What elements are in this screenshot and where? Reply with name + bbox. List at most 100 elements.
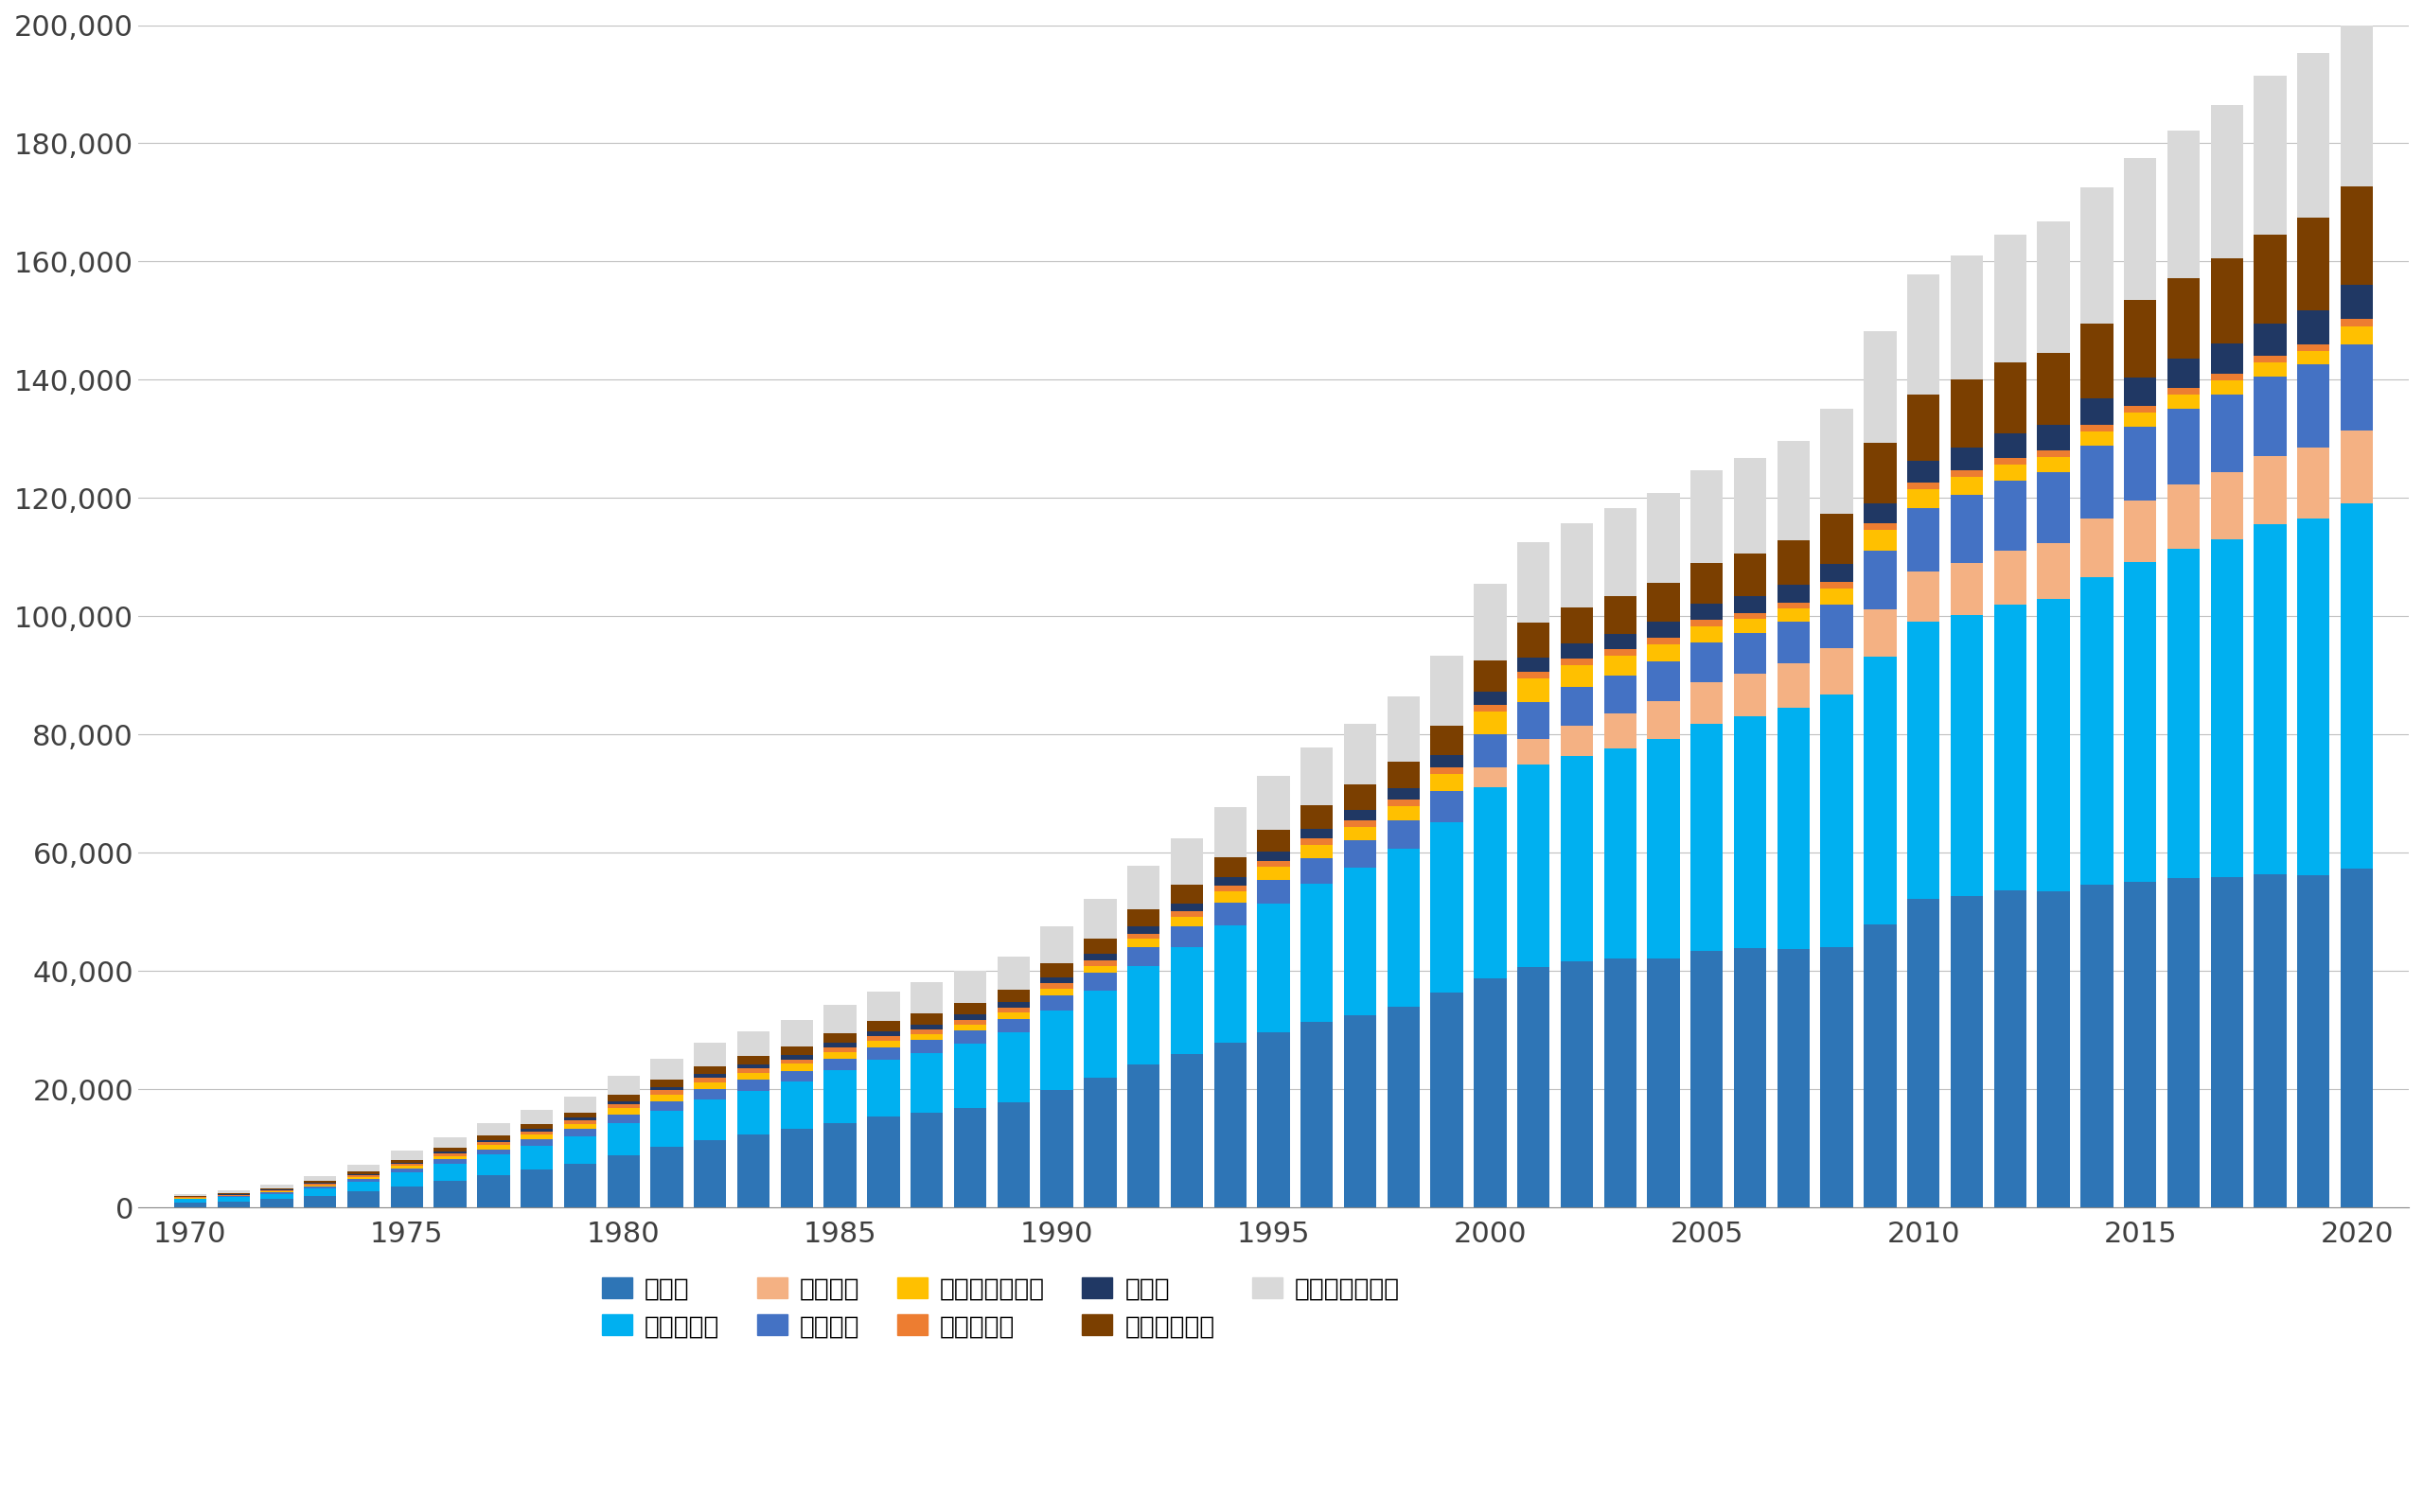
Bar — [2297, 448, 2331, 519]
Bar — [1907, 621, 1941, 898]
Bar — [998, 1009, 1030, 1013]
Bar — [2166, 395, 2200, 410]
Bar — [477, 1142, 509, 1145]
Bar — [2125, 500, 2156, 562]
Bar — [1301, 747, 1333, 804]
Bar — [1907, 898, 1941, 1208]
Bar — [1170, 947, 1204, 1054]
Bar — [955, 1108, 986, 1208]
Bar — [174, 1193, 206, 1196]
Bar — [346, 1181, 380, 1191]
Bar — [2166, 410, 2200, 484]
Bar — [1951, 897, 1982, 1208]
Bar — [565, 1129, 596, 1137]
Bar — [867, 1021, 899, 1031]
Bar — [1388, 848, 1420, 1007]
Bar — [521, 1129, 552, 1131]
Bar — [521, 1123, 552, 1129]
Bar — [911, 1013, 943, 1024]
Bar — [1473, 712, 1507, 733]
Bar — [1604, 748, 1636, 959]
Bar — [1994, 363, 2026, 434]
Bar — [1994, 434, 2026, 458]
Bar — [1127, 1064, 1161, 1208]
Bar — [1560, 756, 1592, 962]
Bar — [434, 1181, 465, 1208]
Bar — [867, 1040, 899, 1048]
Bar — [1648, 700, 1679, 739]
Bar — [477, 1175, 509, 1208]
Bar — [2210, 373, 2244, 381]
Bar — [2210, 381, 2244, 395]
Bar — [2081, 398, 2113, 425]
Bar — [2341, 503, 2372, 869]
Bar — [1214, 892, 1245, 903]
Bar — [1388, 1007, 1420, 1208]
Bar — [390, 1185, 424, 1208]
Bar — [1430, 656, 1463, 726]
Bar — [955, 971, 986, 1002]
Bar — [1951, 380, 1982, 448]
Bar — [1907, 461, 1941, 482]
Bar — [434, 1155, 465, 1160]
Bar — [737, 1064, 771, 1069]
Bar — [2210, 395, 2244, 472]
Bar — [303, 1184, 337, 1185]
Bar — [1127, 909, 1161, 925]
Bar — [2297, 364, 2331, 448]
Bar — [737, 1069, 771, 1074]
Bar — [1170, 838, 1204, 885]
Bar — [824, 1052, 855, 1058]
Bar — [1388, 762, 1420, 788]
Bar — [477, 1145, 509, 1149]
Bar — [1604, 714, 1636, 748]
Bar — [1127, 947, 1161, 966]
Bar — [1083, 954, 1117, 960]
Bar — [1863, 925, 1897, 1208]
Bar — [1648, 959, 1679, 1208]
Bar — [1301, 804, 1333, 829]
Bar — [521, 1110, 552, 1123]
Bar — [1258, 904, 1289, 1033]
Bar — [1258, 830, 1289, 851]
Bar — [998, 990, 1030, 1002]
Bar — [1039, 927, 1073, 963]
Bar — [2125, 413, 2156, 426]
Bar — [1039, 963, 1073, 977]
Bar — [1648, 582, 1679, 621]
Bar — [521, 1146, 552, 1169]
Bar — [346, 1175, 380, 1176]
Bar — [2341, 284, 2372, 319]
Bar — [1604, 634, 1636, 649]
Bar — [652, 1095, 683, 1101]
Bar — [1345, 868, 1376, 1016]
Bar — [652, 1087, 683, 1090]
Bar — [1517, 739, 1551, 765]
Bar — [1345, 1016, 1376, 1208]
Bar — [1517, 679, 1551, 703]
Bar — [1776, 442, 1810, 540]
Bar — [1170, 916, 1204, 927]
Bar — [1517, 671, 1551, 679]
Bar — [1517, 765, 1551, 966]
Bar — [303, 1181, 337, 1182]
Bar — [2125, 562, 2156, 881]
Bar — [1820, 582, 1854, 588]
Bar — [824, 1058, 855, 1070]
Bar — [737, 1031, 771, 1055]
Bar — [1691, 626, 1723, 643]
Bar — [1820, 564, 1854, 582]
Bar — [1994, 550, 2026, 605]
Bar — [1691, 470, 1723, 562]
Bar — [1345, 821, 1376, 827]
Bar — [1560, 962, 1592, 1208]
Bar — [693, 1083, 727, 1089]
Bar — [1820, 605, 1854, 649]
Bar — [1083, 898, 1117, 939]
Bar — [565, 1163, 596, 1208]
Bar — [1560, 726, 1592, 756]
Bar — [998, 1002, 1030, 1009]
Bar — [652, 1101, 683, 1111]
Bar — [2125, 405, 2156, 413]
Bar — [867, 1031, 899, 1036]
